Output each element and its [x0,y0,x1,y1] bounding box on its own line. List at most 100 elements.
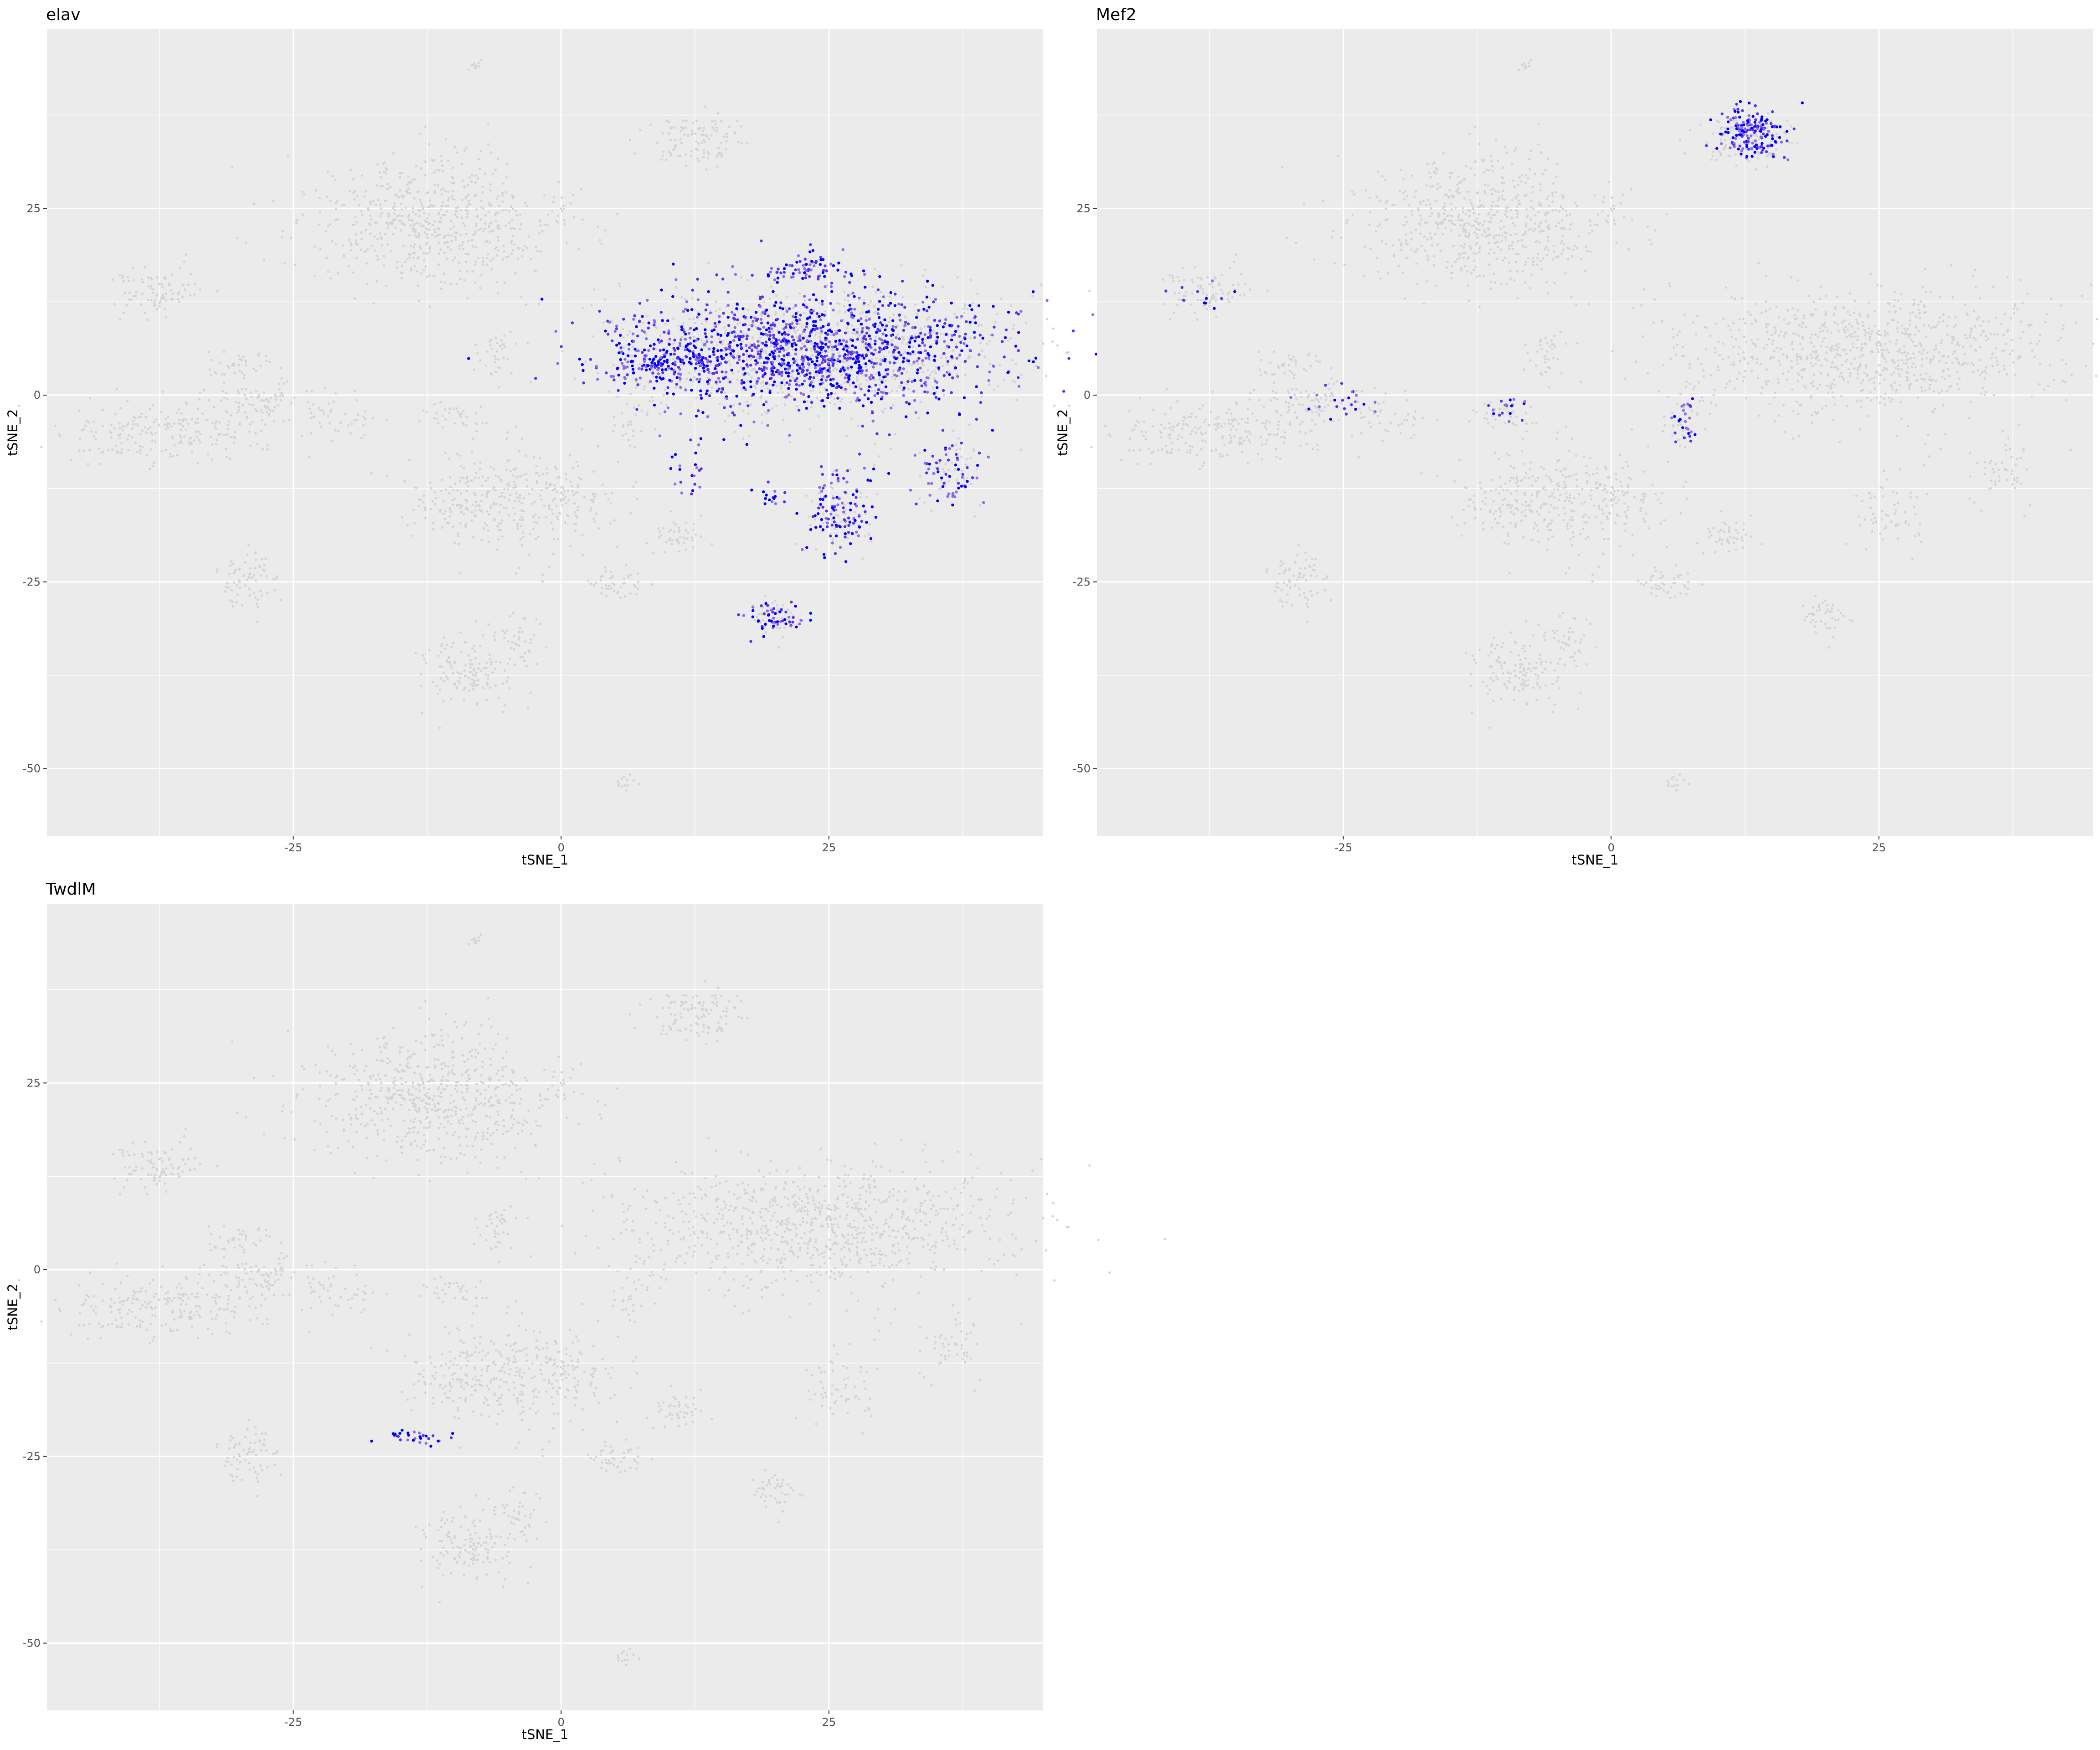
cell-point [236,584,238,587]
cell-point [482,207,485,210]
expressing-cell-point [697,443,700,447]
cell-point [385,167,387,170]
cell-point [139,433,142,436]
expressing-cell-point [706,368,710,371]
cell-point [448,412,451,414]
cell-point [504,669,506,672]
expressing-cell-point [834,552,837,555]
expressing-cell-point [710,340,713,344]
cell-point [776,604,779,607]
cell-point [146,285,149,288]
expressing-cell-point [1034,356,1038,360]
cell-point [621,785,623,788]
cell-point [980,395,983,398]
cell-point [1490,193,1493,196]
cell-point [267,408,270,411]
expressing-cell-point [925,295,929,299]
cell-point [541,230,544,232]
cell-point [764,620,767,623]
expressing-cell-point [847,376,850,379]
cell-point [83,428,86,431]
cell-point [486,257,489,260]
cell-point [161,295,164,298]
cell-point [521,510,524,512]
expressing-cell-point [779,347,782,350]
expressing-cell-point [727,324,731,327]
cell-point [518,247,521,250]
cell-point [977,324,980,326]
cell-point [831,487,834,489]
cell-point [637,581,640,583]
cell-point [846,327,849,329]
cell-point [520,475,522,478]
cell-point [327,270,329,273]
expressing-cell-point [839,386,843,389]
cell-point [561,493,564,496]
cell-point [837,351,840,354]
cell-point [386,183,389,185]
cell-point [481,494,484,497]
expressing-cell-point [699,364,703,367]
cell-point [120,442,123,445]
cell-point [92,434,95,438]
cell-point [931,371,933,374]
expressing-cell-point [729,405,732,408]
cell-point [444,418,447,421]
cell-point [560,207,562,210]
cell-point [550,521,553,524]
cell-point [981,349,983,352]
cell-point [244,411,247,414]
cell-point [474,181,477,184]
cell-point [817,332,820,335]
cell-point [433,183,436,186]
cell-point [505,629,508,632]
cell-point [510,372,513,375]
expressing-cell-point [847,524,850,527]
cell-point [463,224,466,227]
cell-point [318,223,321,226]
cell-point [640,430,643,432]
cell-point [481,191,484,194]
expressing-cell-point [915,502,918,506]
cell-point [350,249,353,252]
expressing-cell-point [607,333,610,336]
expressing-cell-point [679,480,683,484]
cell-point [914,303,916,306]
expressing-cell-point [787,352,790,355]
expressing-cell-point [766,424,769,427]
expressing-cell-point [898,368,901,371]
cell-point [707,151,710,154]
expressing-cell-point [716,333,720,336]
cell-point [178,300,180,304]
cell-point [1045,375,1048,377]
expressing-cell-point [868,359,871,363]
expressing-cell-point [885,334,888,337]
cell-point [448,507,451,510]
expressing-cell-point [702,343,706,347]
cell-point [526,205,529,207]
cell-point [1425,204,1427,206]
cell-point [833,397,836,400]
cell-point [888,321,890,324]
expressing-cell-point [704,309,708,312]
expressing-cell-point [768,330,772,334]
cell-point [122,280,125,283]
cell-point [795,358,798,361]
cell-point [583,496,586,499]
cell-point [438,252,441,255]
cell-point [870,386,873,389]
cell-point [226,582,229,585]
cell-point [132,420,135,422]
expressing-cell-point [698,377,702,381]
expressing-cell-point [854,502,857,506]
cell-point [511,208,514,211]
cell-point [772,329,775,332]
cell-point [495,254,498,257]
expressing-cell-point [775,341,779,345]
cell-point [501,258,504,261]
cell-point [539,457,541,459]
expressing-cell-point [821,355,824,359]
expressing-cell-point [937,397,941,401]
expressing-cell-point [1017,349,1020,352]
expressing-cell-point [828,328,832,332]
